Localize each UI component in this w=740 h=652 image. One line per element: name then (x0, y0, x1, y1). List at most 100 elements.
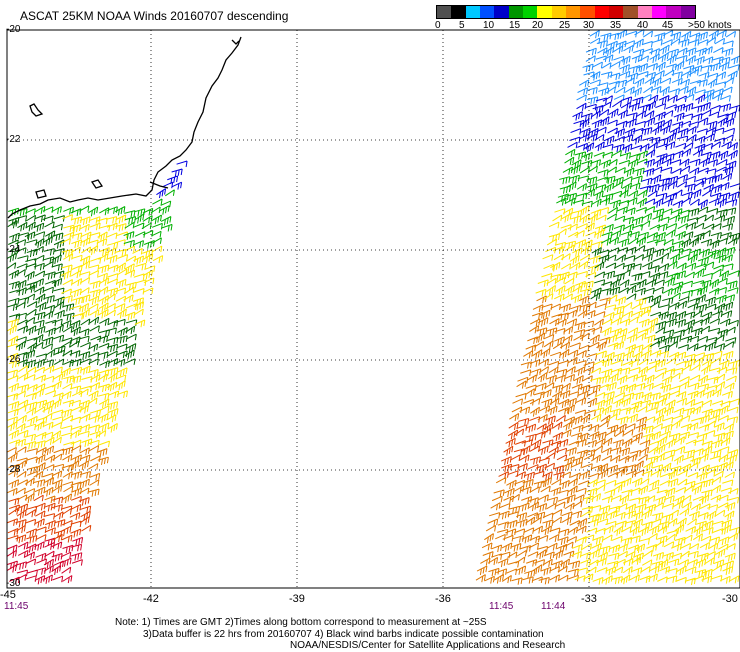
wind-barb (629, 526, 640, 536)
wind-barb (722, 47, 734, 57)
wind-barb (692, 533, 703, 542)
wind-barb (7, 393, 19, 401)
scale-color-segment (666, 6, 681, 18)
wind-barb (585, 188, 596, 197)
wind-barb (17, 541, 29, 550)
lon-label: -30 (722, 593, 738, 605)
wind-barb (638, 485, 649, 495)
wind-barb (659, 252, 670, 260)
wind-barb (672, 200, 684, 208)
wind-barb (715, 286, 727, 294)
wind-barb (662, 454, 674, 462)
wind-barb (722, 172, 733, 182)
wind-barb (654, 119, 665, 129)
wind-barb (697, 206, 709, 213)
wind-barb (705, 468, 716, 476)
wind-barb (8, 217, 20, 226)
wind-barb (534, 430, 546, 439)
wind-barb (78, 328, 90, 337)
wind-barb (567, 568, 579, 576)
wind-barb (24, 349, 36, 359)
wind-barb (514, 479, 526, 487)
wind-barb (151, 237, 162, 244)
wind-barb (666, 568, 678, 575)
wind-barb (106, 381, 118, 392)
wind-barb (607, 158, 618, 166)
wind-barb (71, 487, 82, 497)
wind-barb (625, 423, 636, 430)
wind-barb (708, 287, 720, 296)
wind-barb (511, 577, 523, 585)
wind-barb (524, 388, 535, 397)
wind-barb (561, 429, 572, 438)
wind-barb (631, 303, 642, 310)
wind-barb (98, 413, 109, 423)
wind-barb (602, 151, 613, 159)
wind-barb (536, 503, 548, 512)
wind-barb (651, 469, 662, 478)
wind-barb (554, 208, 566, 215)
wind-barb (115, 380, 126, 391)
wind-barb (698, 453, 709, 462)
wind-barb (529, 456, 541, 465)
wind-barb (557, 536, 569, 545)
wind-barb (560, 253, 571, 260)
wind-barb (563, 541, 574, 549)
wind-barb (566, 397, 577, 407)
scale-color-segment (580, 6, 595, 18)
wind-barb (676, 517, 687, 528)
wind-barb (601, 447, 612, 456)
wind-barb (151, 230, 162, 238)
wind-barb (572, 247, 583, 257)
wind-barb (634, 382, 646, 391)
wind-barb (582, 63, 594, 73)
wind-barb (654, 372, 665, 380)
wind-barb (612, 100, 622, 108)
wind-barb (563, 325, 574, 335)
wind-barb (498, 510, 510, 520)
wind-barb (89, 472, 101, 481)
wind-barb (591, 247, 602, 257)
wind-barb (538, 577, 550, 585)
wind-barb (44, 495, 56, 504)
wind-barb (704, 214, 714, 222)
wind-barb (650, 349, 662, 358)
wind-barb (629, 65, 641, 74)
wind-barb (51, 254, 62, 264)
wind-barb (7, 518, 18, 526)
wind-barb (722, 263, 734, 270)
wind-barb (624, 207, 636, 216)
wind-barb (648, 265, 660, 273)
scale-label: 15 (509, 20, 521, 31)
wind-barb (577, 390, 589, 399)
wind-barb (617, 416, 629, 425)
wind-barb (603, 311, 615, 320)
wind-barb (552, 516, 562, 524)
wind-barb (45, 527, 56, 535)
wind-barb (674, 446, 686, 454)
wind-barb (60, 525, 72, 534)
wind-barb (33, 334, 44, 343)
wind-barb (17, 429, 29, 438)
wind-barb (654, 414, 665, 425)
wind-barb (533, 480, 545, 489)
wind-barb (584, 222, 595, 233)
wind-barb (661, 208, 673, 215)
wind-barb (666, 223, 678, 230)
wind-barb (589, 255, 601, 264)
wind-barb (728, 191, 740, 201)
wind-barb (659, 86, 670, 96)
wind-barb (639, 446, 650, 455)
wind-barb (552, 550, 564, 560)
wind-barb (26, 535, 38, 544)
wind-barb (580, 558, 592, 567)
wind-barb (105, 293, 116, 301)
wind-barb (621, 143, 633, 153)
wind-barb (63, 224, 75, 233)
wind-barb (574, 321, 586, 330)
wind-barb (571, 544, 583, 552)
wind-barb (709, 318, 720, 325)
wind-barb (710, 494, 722, 503)
wind-barb (89, 289, 101, 298)
wind-barb (89, 309, 100, 318)
